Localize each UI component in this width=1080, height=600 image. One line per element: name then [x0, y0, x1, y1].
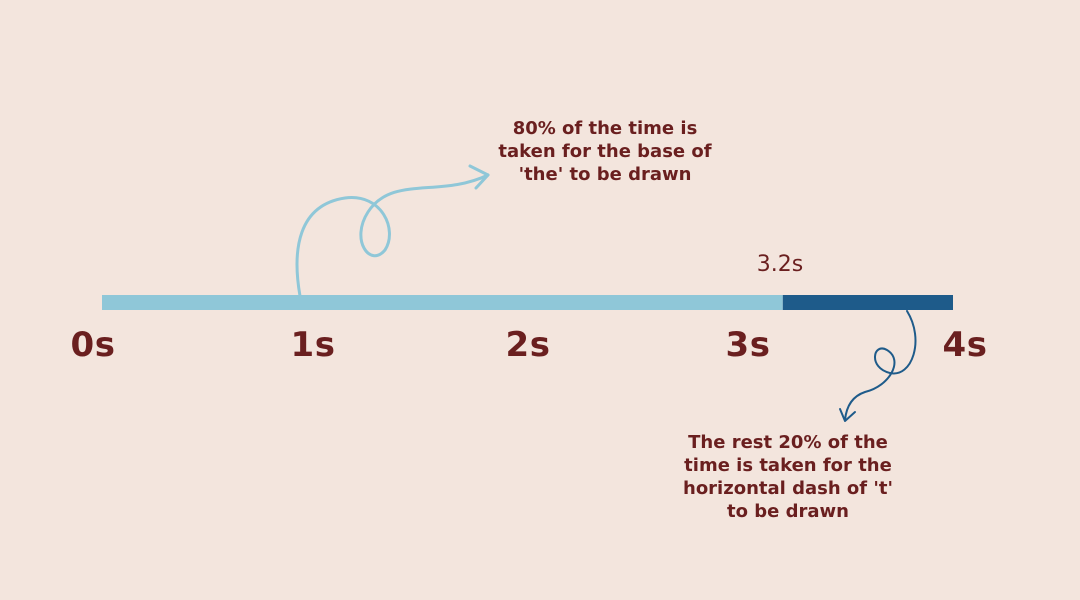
annotation-bottom-line: to be drawn — [727, 501, 849, 522]
curly-arrow-top — [295, 173, 490, 298]
annotation-bottom-line: The rest 20% of the — [688, 432, 888, 453]
tick-label-4s: 4s — [942, 325, 988, 365]
annotation-bottom-line: time is taken for the — [684, 455, 892, 476]
tick-label-1s: 1s — [290, 325, 336, 365]
annotation-top-line: 'the' to be drawn — [518, 164, 692, 185]
tick-label-0s: 0s — [70, 325, 116, 365]
split-marker-label: 3.2s — [756, 252, 804, 277]
annotation-top-line: 80% of the time is — [512, 118, 698, 139]
annotation-bottom-line: horizontal dash of 't' — [683, 478, 893, 499]
annotation-top: 80% of the time is taken for the base of… — [470, 117, 740, 186]
annotation-top-line: taken for the base of — [498, 141, 712, 162]
tick-label-3s: 3s — [725, 325, 771, 365]
tick-label-2s: 2s — [505, 325, 551, 365]
timeline-segment-base — [102, 295, 783, 310]
arrow-head-bottom — [839, 408, 856, 422]
timeline-segment-dash — [782, 295, 953, 310]
arrow-head-top — [468, 164, 490, 190]
curly-arrow-bottom — [844, 310, 917, 421]
annotation-bottom: The rest 20% of the time is taken for th… — [668, 431, 908, 523]
